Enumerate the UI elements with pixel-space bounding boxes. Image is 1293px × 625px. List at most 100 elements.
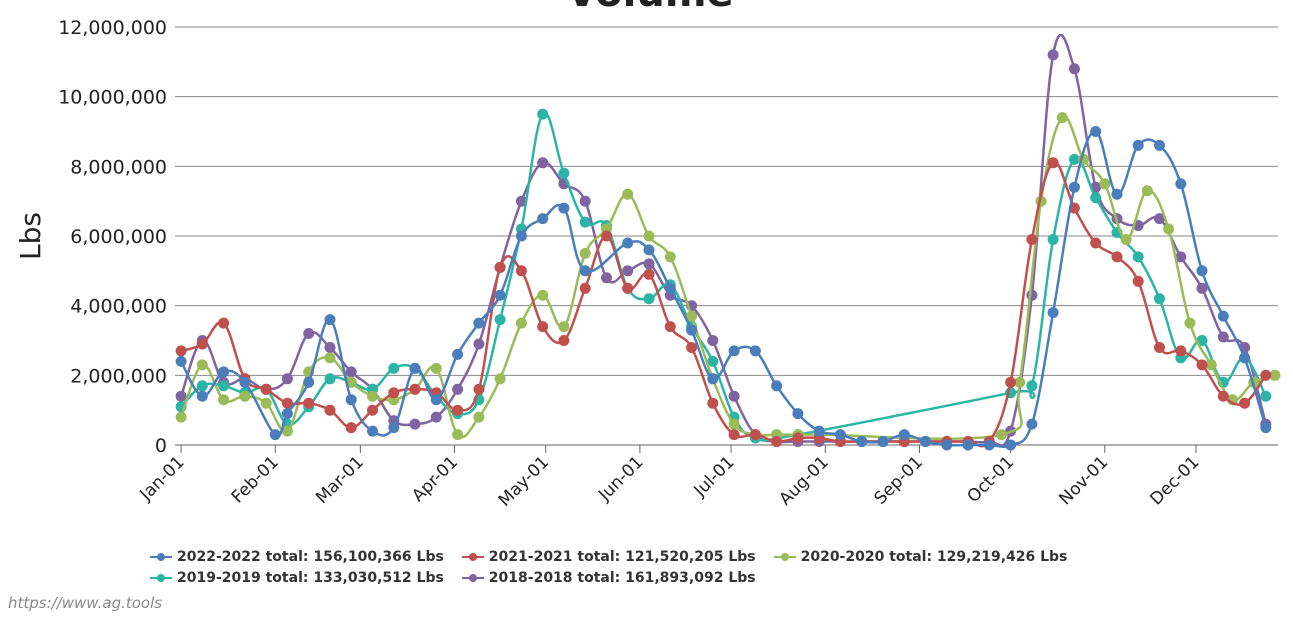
data-point-2021-2021[interactable] [1239, 397, 1251, 409]
data-point-2019-2019[interactable] [558, 167, 570, 179]
data-point-2020-2020[interactable] [175, 411, 187, 423]
data-point-2019-2019[interactable] [218, 380, 230, 392]
data-point-2022-2022[interactable] [728, 345, 740, 357]
data-point-2022-2022[interactable] [1217, 310, 1229, 322]
data-point-2021-2021[interactable] [579, 282, 591, 294]
legend-item-2019[interactable]: 2019-2019 total: 133,030,512 Lbs [150, 570, 444, 586]
data-point-2022-2022[interactable] [494, 289, 506, 301]
data-point-2022-2022[interactable] [175, 355, 187, 367]
data-point-2021-2021[interactable] [749, 429, 761, 441]
data-point-2021-2021[interactable] [452, 404, 464, 416]
data-point-2022-2022[interactable] [269, 429, 281, 441]
data-point-2019-2019[interactable] [388, 362, 400, 374]
data-point-2022-2022[interactable] [1026, 418, 1038, 430]
data-point-2020-2020[interactable] [1141, 185, 1153, 197]
data-point-2020-2020[interactable] [996, 429, 1007, 441]
data-point-2019-2019[interactable] [1260, 390, 1272, 402]
data-point-2021-2021[interactable] [1260, 369, 1272, 381]
data-point-2021-2021[interactable] [1217, 390, 1229, 402]
data-point-2022-2022[interactable] [941, 439, 953, 451]
data-point-2021-2021[interactable] [196, 338, 208, 350]
data-point-2022-2022[interactable] [1111, 188, 1123, 200]
data-point-2020-2020[interactable] [1120, 234, 1132, 245]
data-point-2020-2020[interactable] [728, 418, 740, 430]
data-point-2019-2019[interactable] [196, 380, 208, 392]
data-point-2021-2021[interactable] [1026, 234, 1038, 245]
data-point-2020-2020[interactable] [1205, 359, 1217, 371]
data-point-2020-2020[interactable] [218, 394, 230, 406]
data-point-2020-2020[interactable] [643, 230, 655, 242]
legend-item-2021[interactable]: 2021-2021 total: 121,520,205 Lbs [461, 549, 756, 565]
data-point-2018-2018[interactable] [303, 328, 315, 339]
data-point-2018-2018[interactable] [430, 411, 442, 423]
data-point-2022-2022[interactable] [537, 213, 549, 225]
data-point-2021-2021[interactable] [537, 321, 549, 333]
data-point-2021-2021[interactable] [558, 335, 570, 346]
data-point-2019-2019[interactable] [494, 314, 506, 326]
data-point-2018-2018[interactable] [1047, 49, 1059, 61]
data-point-2020-2020[interactable] [579, 247, 591, 259]
data-point-2018-2018[interactable] [537, 157, 549, 169]
data-point-2022-2022[interactable] [983, 439, 995, 451]
data-point-2018-2018[interactable] [643, 258, 655, 270]
data-point-2022-2022[interactable] [622, 237, 634, 249]
data-point-2018-2018[interactable] [1068, 63, 1080, 75]
data-point-2018-2018[interactable] [515, 195, 527, 207]
data-point-2019-2019[interactable] [1047, 234, 1059, 245]
data-point-2020-2020[interactable] [324, 352, 336, 364]
data-point-2021-2021[interactable] [1196, 359, 1208, 371]
data-point-2018-2018[interactable] [345, 366, 357, 378]
data-point-2022-2022[interactable] [409, 362, 421, 374]
data-point-2022-2022[interactable] [239, 376, 251, 388]
data-point-2022-2022[interactable] [664, 282, 676, 294]
data-point-2018-2018[interactable] [728, 390, 740, 402]
data-point-2022-2022[interactable] [367, 425, 378, 437]
data-point-2021-2021[interactable] [367, 404, 378, 416]
data-point-2018-2018[interactable] [281, 373, 293, 385]
data-point-2021-2021[interactable] [771, 436, 783, 447]
data-point-2021-2021[interactable] [686, 342, 698, 353]
data-point-2021-2021[interactable] [345, 422, 357, 434]
data-point-2021-2021[interactable] [664, 321, 676, 333]
data-point-2021-2021[interactable] [388, 387, 400, 399]
data-point-2022-2022[interactable] [1260, 422, 1272, 434]
data-point-2020-2020[interactable] [281, 425, 293, 437]
data-point-2021-2021[interactable] [1154, 342, 1165, 353]
data-point-2021-2021[interactable] [792, 432, 804, 444]
data-point-2020-2020[interactable] [345, 376, 357, 388]
data-point-2022-2022[interactable] [196, 390, 208, 402]
data-point-2021-2021[interactable] [260, 383, 272, 395]
data-point-2022-2022[interactable] [1090, 126, 1102, 137]
data-point-2022-2022[interactable] [558, 202, 570, 214]
data-point-2021-2021[interactable] [303, 397, 315, 409]
data-point-2019-2019[interactable] [537, 108, 549, 120]
data-point-2018-2018[interactable] [409, 418, 421, 430]
data-point-2022-2022[interactable] [792, 408, 804, 420]
data-point-2019-2019[interactable] [1132, 251, 1144, 263]
data-point-2018-2018[interactable] [1154, 213, 1165, 225]
data-point-2019-2019[interactable] [579, 216, 591, 228]
data-point-2018-2018[interactable] [1217, 331, 1229, 343]
data-point-2021-2021[interactable] [622, 282, 634, 294]
data-point-2020-2020[interactable] [515, 317, 527, 329]
legend-item-2018[interactable]: 2018-2018 total: 161,893,092 Lbs [461, 570, 756, 586]
data-point-2020-2020[interactable] [622, 188, 634, 200]
data-point-2022-2022[interactable] [1196, 265, 1208, 277]
data-point-2021-2021[interactable] [175, 345, 187, 357]
data-point-2019-2019[interactable] [707, 355, 719, 367]
data-point-2020-2020[interactable] [1163, 223, 1175, 235]
data-point-2022-2022[interactable] [452, 348, 464, 360]
data-point-2020-2020[interactable] [452, 429, 464, 441]
data-point-2019-2019[interactable] [324, 373, 336, 385]
data-point-2021-2021[interactable] [281, 397, 293, 409]
data-point-2018-2018[interactable] [175, 390, 187, 402]
data-point-2019-2019[interactable] [1068, 153, 1080, 165]
data-point-2022-2022[interactable] [345, 394, 357, 406]
data-point-2020-2020[interactable] [558, 321, 570, 333]
data-point-2022-2022[interactable] [1047, 307, 1059, 319]
data-point-2021-2021[interactable] [1090, 237, 1102, 249]
data-point-2022-2022[interactable] [579, 265, 591, 277]
data-point-2022-2022[interactable] [1154, 139, 1165, 151]
data-point-2022-2022[interactable] [898, 429, 910, 441]
data-point-2019-2019[interactable] [1154, 293, 1165, 305]
